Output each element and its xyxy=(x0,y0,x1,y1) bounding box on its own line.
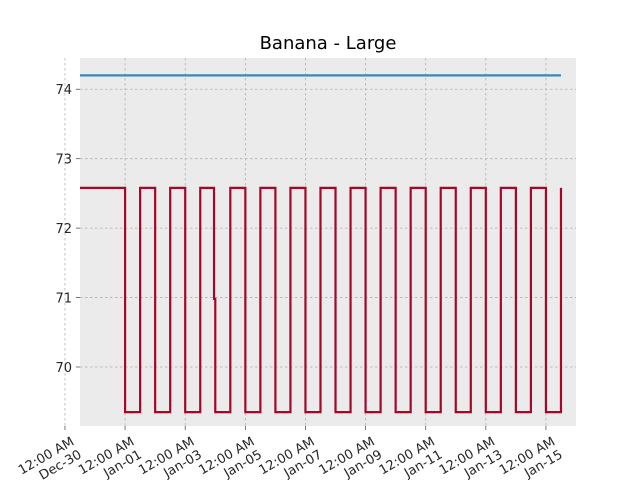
x-tick-label: 12:00 AMJan-09 xyxy=(317,434,385,480)
y-tick-label: 73 xyxy=(55,153,72,168)
y-tick-label: 72 xyxy=(55,222,72,237)
series-lines xyxy=(80,74,563,414)
chart-title: Banana - Large xyxy=(260,33,397,54)
x-tick-label: 12:00 AMJan-01 xyxy=(76,434,144,480)
x-tick-label: 12:00 AMJan-07 xyxy=(257,434,325,480)
y-tick-label: 71 xyxy=(55,292,72,307)
x-tick-label: 12:00 AMDec-30 xyxy=(16,434,84,480)
x-tick-label: 12:00 AMJan-05 xyxy=(196,434,264,480)
x-tick-label: 12:00 AMJan-03 xyxy=(136,434,204,480)
plot-area-background xyxy=(80,58,576,426)
y-tick-label: 70 xyxy=(55,361,72,376)
x-tick-label: 12:00 AMJan-15 xyxy=(497,434,565,480)
y-tick-label: 74 xyxy=(55,83,72,98)
x-tick-label: 12:00 AMJan-13 xyxy=(437,434,505,480)
series-line-2 xyxy=(80,186,563,414)
x-tick-label: 12:00 AMJan-11 xyxy=(377,434,445,480)
